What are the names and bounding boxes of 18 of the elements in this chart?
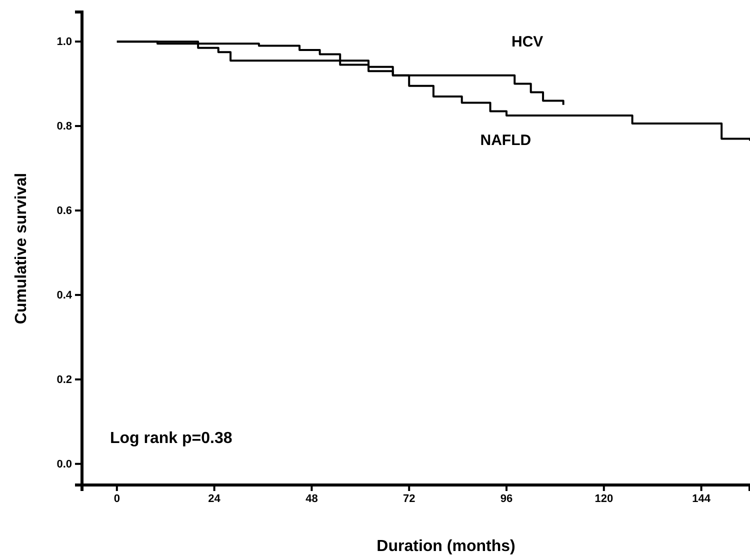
y-tick-label: 0.2 — [56, 374, 72, 386]
series-label: HCV — [512, 33, 544, 50]
series-label: NAFLD — [480, 132, 532, 150]
y-tick-label: 0.4 — [56, 289, 73, 302]
annotation: Log rank p=0.38 — [110, 430, 232, 447]
x-axis-title: Duration (months) — [376, 538, 516, 555]
x-tick-label: 0 — [114, 492, 120, 505]
y-axis-title: Cumulative survival — [13, 172, 30, 324]
x-tick-label: 48 — [306, 492, 318, 505]
y-tick-label: 0.0 — [56, 458, 72, 470]
x-tick-label: 120 — [594, 492, 614, 505]
x-tick-label: 72 — [402, 492, 416, 505]
x-tick-label: 96 — [500, 492, 513, 505]
x-tick-label: 144 — [692, 492, 712, 505]
y-tick-label: 0.8 — [56, 120, 72, 133]
y-tick-label: 1.0 — [56, 36, 72, 48]
y-tick-label: 0.6 — [56, 205, 72, 218]
x-tick-label: 24 — [208, 492, 222, 505]
